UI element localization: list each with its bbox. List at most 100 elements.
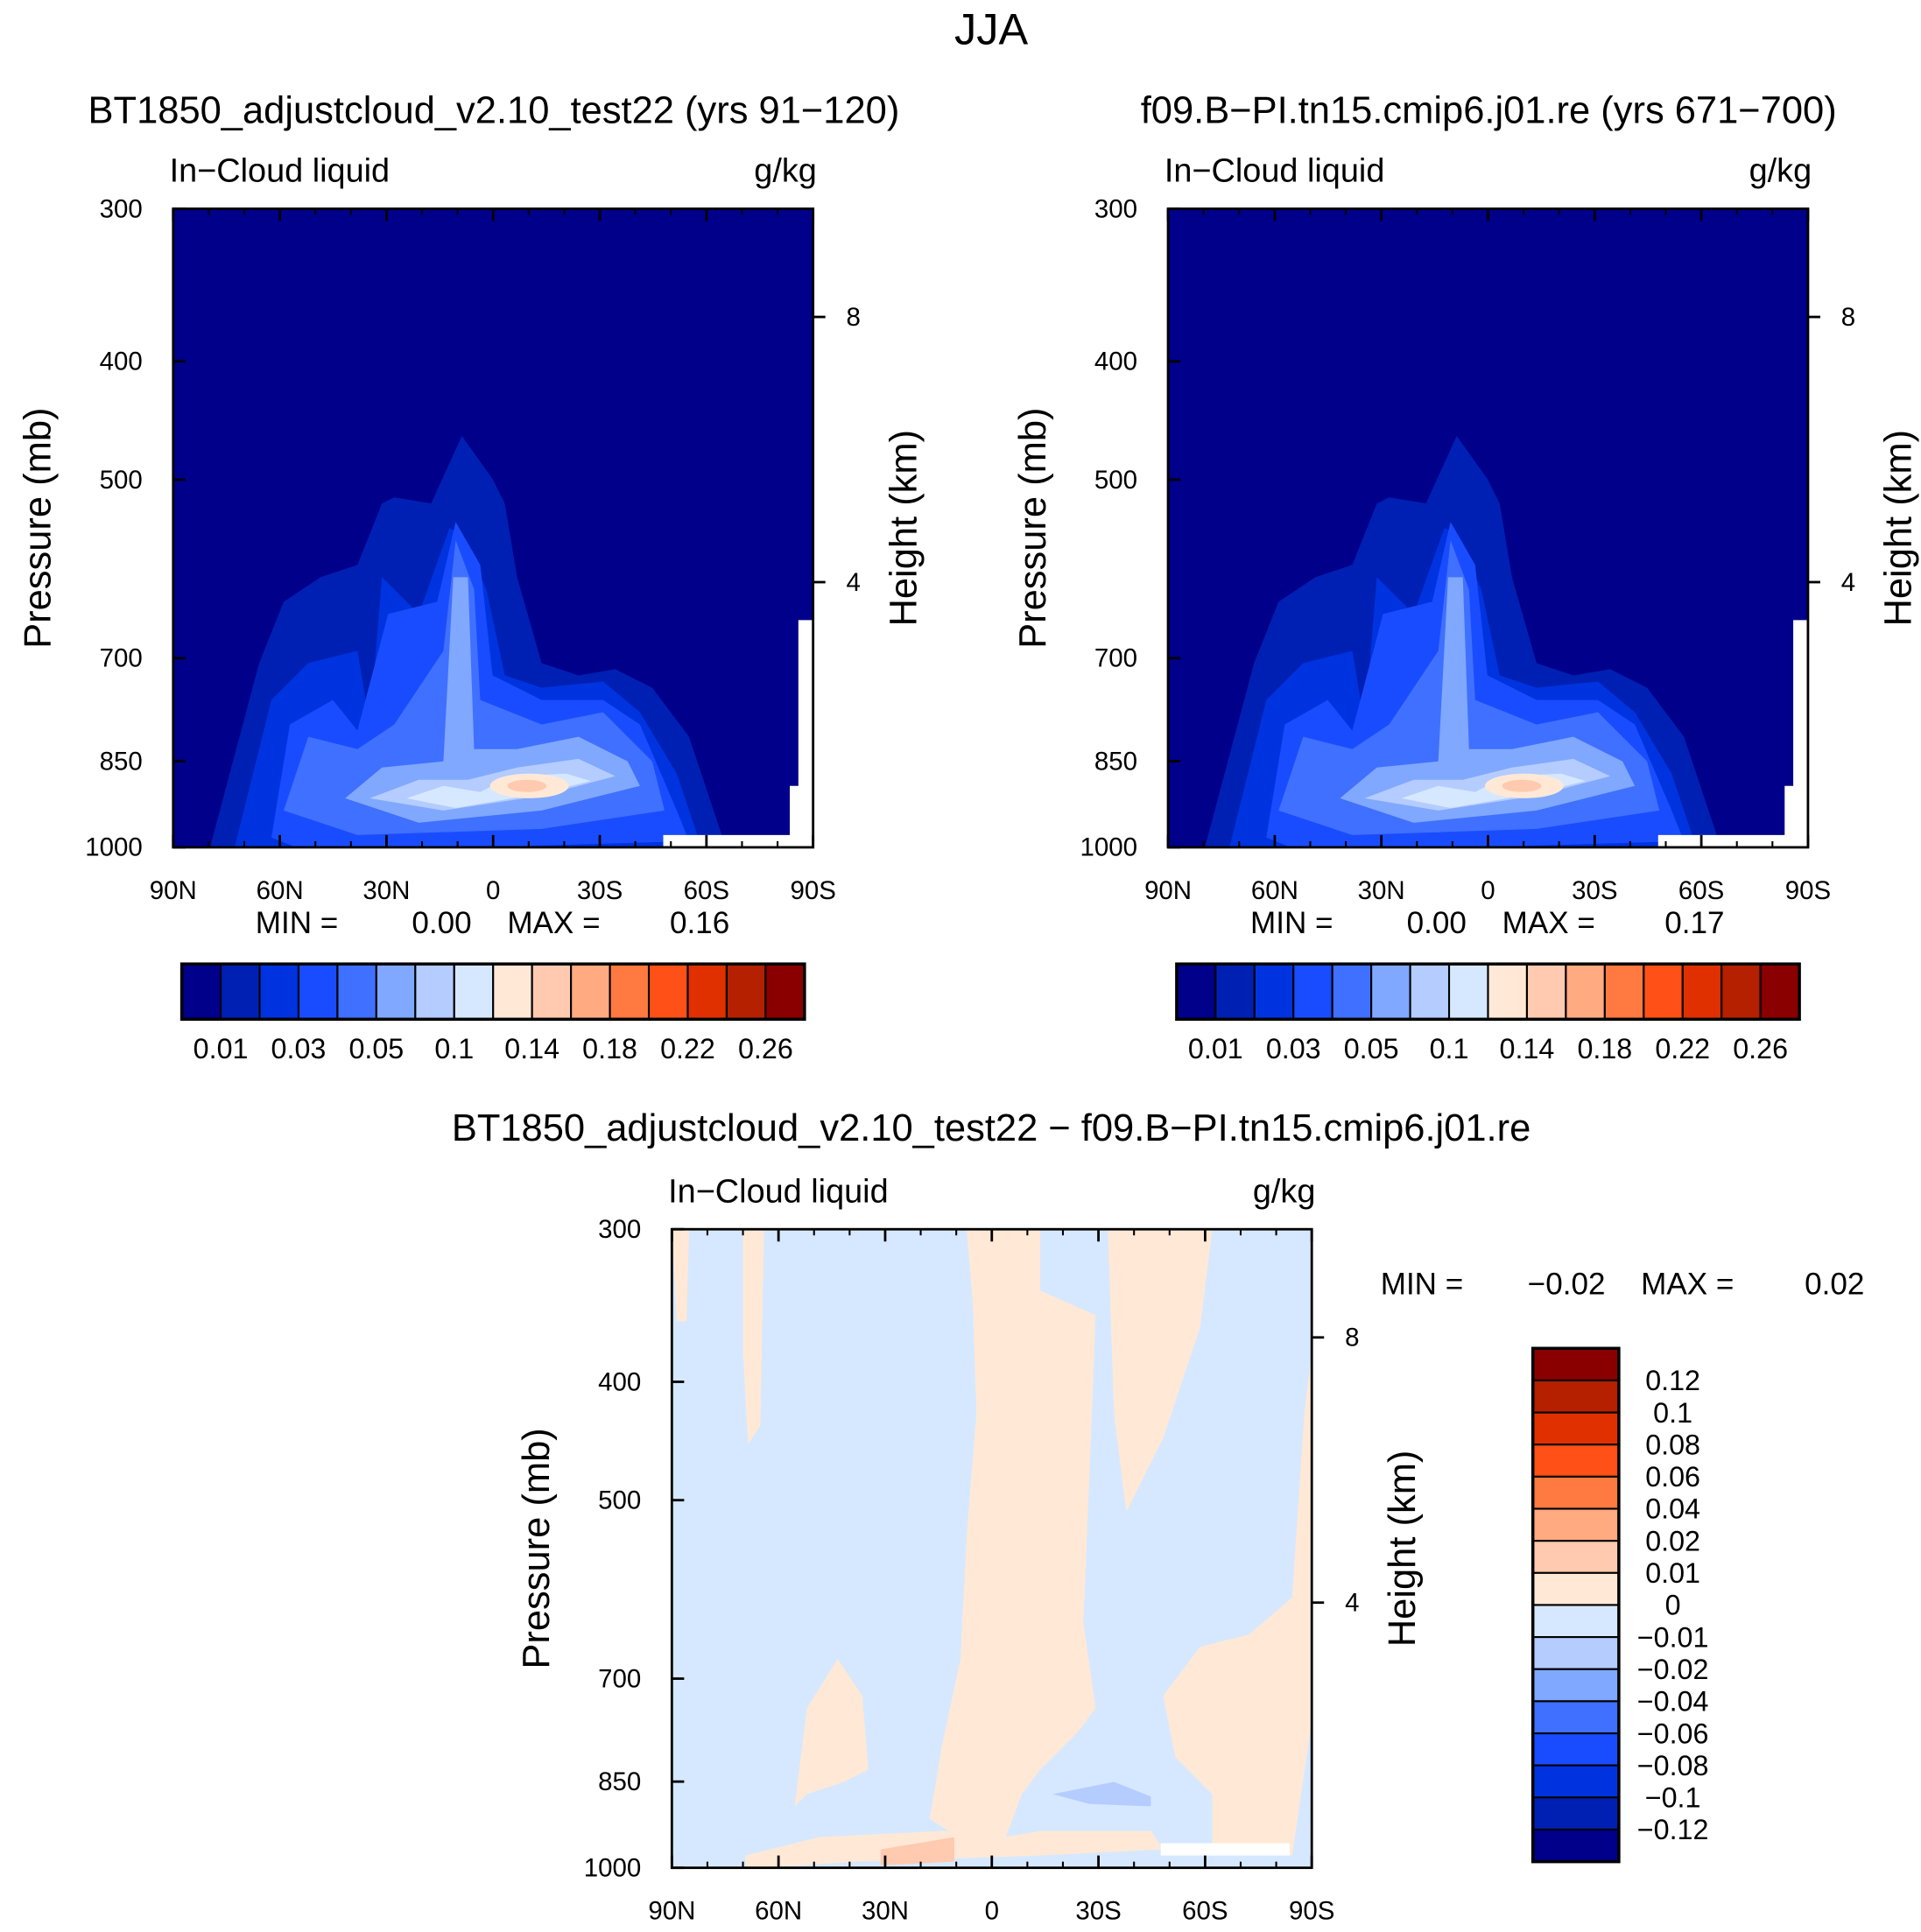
colorbar-box	[1759, 963, 1801, 1021]
colorbar-box	[1409, 963, 1451, 1021]
colorbar-label: 0.02	[1645, 1525, 1700, 1556]
panel-1-max-label: MAX =	[507, 906, 600, 940]
left-string: In−Cloud liquid	[668, 1173, 889, 1210]
missing-data-region	[1160, 1843, 1290, 1856]
pressure-tick-label: 500	[598, 1486, 641, 1515]
lat-tick-label: 30N	[362, 876, 410, 905]
y2-axis-label: Height (km)	[1878, 430, 1920, 627]
colorbar-label: 0.1	[1430, 1033, 1469, 1064]
colorbar-frame	[1530, 1346, 1621, 1864]
y-axis-label: Pressure (mb)	[1012, 408, 1054, 649]
height-tick-label: 8	[1345, 1324, 1359, 1352]
pressure-tick-label: 300	[598, 1215, 641, 1244]
contour-fill-1	[742, 1229, 764, 1444]
colorbar-label: 0.14	[504, 1033, 559, 1064]
pressure-tick-label: 1000	[1080, 833, 1137, 862]
panel-1-min-label: MIN =	[256, 906, 339, 940]
colorbar-label: 0.22	[660, 1033, 715, 1064]
panel-2-min-label: MIN =	[1250, 906, 1333, 940]
height-tick-label: 8	[1841, 303, 1855, 332]
colorbar-panel-3: 0.120.10.080.060.040.020.010−0.01−0.02−0…	[1530, 1346, 1709, 1864]
lat-tick-label: 90N	[150, 876, 197, 905]
colorbar-label: −0.02	[1637, 1654, 1709, 1685]
colorbar-box	[220, 963, 261, 1021]
panel-1: In−Cloud liquid g/kg 300 400 500 700 850 1000 8 4…	[18, 153, 925, 905]
contour-fill-level-9	[507, 779, 547, 792]
lat-tick-label: 30S	[1075, 1897, 1121, 1926]
colorbar-box	[531, 963, 573, 1021]
colorbar-label: 0.12	[1645, 1365, 1700, 1396]
colorbar-box	[1531, 1636, 1620, 1670]
pressure-tick-label: 500	[100, 466, 143, 495]
lat-tick-label: 60N	[1251, 876, 1298, 905]
colorbar-box	[686, 963, 728, 1021]
colorbar-label: 0.03	[1266, 1033, 1321, 1064]
contour-fill-2	[929, 1229, 1096, 1844]
colorbar-box	[1603, 963, 1645, 1021]
colorbar-box	[1531, 1379, 1620, 1414]
colorbar-label: −0.12	[1637, 1814, 1709, 1845]
colorbar-box	[1681, 963, 1723, 1021]
contour-fill-5	[794, 1659, 869, 1807]
right-string: g/kg	[1749, 153, 1812, 190]
colorbar-box	[1370, 963, 1411, 1021]
contour-fill-3	[1108, 1229, 1213, 1512]
right-string: g/kg	[1253, 1173, 1316, 1210]
colorbar-label: 0.06	[1645, 1461, 1700, 1493]
colorbar-label: −0.04	[1637, 1686, 1709, 1718]
lat-tick-label: 0	[486, 876, 500, 905]
colorbar-box	[1531, 1604, 1620, 1639]
colorbar-box	[1525, 963, 1567, 1021]
colorbar-box	[1531, 1764, 1620, 1799]
panel-2-title: f09.B−PI.tn15.cmip6.j01.re (yrs 671−700)	[1141, 89, 1837, 131]
colorbar-label: 0.1	[434, 1033, 474, 1064]
colorbar-label: 0.01	[194, 1033, 249, 1064]
panel-1-min-value: 0.00	[412, 906, 471, 940]
colorbar-label: 0.08	[1645, 1429, 1700, 1460]
colorbar-label: 0.1	[1653, 1397, 1692, 1429]
colorbar-box	[1447, 963, 1489, 1021]
colorbar-label: 0.22	[1655, 1033, 1710, 1064]
colorbar-label: 0.05	[348, 1033, 404, 1064]
colorbar-box	[1531, 1540, 1620, 1574]
right-string: g/kg	[754, 153, 817, 190]
panel-2-max-label: MAX =	[1502, 906, 1595, 940]
panel-3: In−Cloud liquid g/kg 300 400 500 700 850 1000 8 4…	[516, 1173, 1424, 1925]
contour-fill-7	[880, 1837, 954, 1865]
pressure-tick-label: 1000	[85, 833, 142, 862]
lat-tick-label: 60S	[1182, 1897, 1228, 1926]
colorbar-box	[1292, 963, 1333, 1021]
pressure-tick-label: 400	[1094, 348, 1137, 376]
colorbar-box	[1565, 963, 1606, 1021]
colorbar-box	[1331, 963, 1373, 1021]
colorbar-label: 0.01	[1188, 1033, 1243, 1064]
colorbar-frame	[179, 962, 806, 1022]
colorbar-box	[1531, 1700, 1620, 1735]
lat-tick-label: 60S	[1678, 876, 1724, 905]
colorbar-label: 0.01	[1645, 1557, 1700, 1589]
colorbar-label: 0.26	[738, 1033, 793, 1064]
colorbar-label: −0.01	[1637, 1621, 1709, 1653]
colorbar-label: 0.04	[1645, 1493, 1700, 1525]
colorbar-box	[764, 963, 806, 1021]
contour-fill-level-9	[1502, 779, 1542, 792]
lat-tick-label: 60N	[755, 1897, 802, 1926]
colorbar-box	[1175, 963, 1217, 1021]
colorbar-label: 0.18	[1577, 1033, 1632, 1064]
height-tick-label: 4	[847, 568, 861, 597]
height-tick-label: 4	[1841, 568, 1855, 597]
panel-3-contour-plot	[672, 1229, 1312, 1870]
colorbar-box	[725, 963, 767, 1021]
colorbar-box	[1531, 1668, 1620, 1703]
colorbar-box	[1531, 1411, 1620, 1446]
colorbar-box	[258, 963, 300, 1021]
lat-tick-label: 30N	[862, 1897, 909, 1926]
panel-3-min-label: MIN =	[1381, 1268, 1463, 1302]
contour-fill-8	[1052, 1781, 1151, 1807]
colorbar-box	[1531, 1444, 1620, 1478]
lat-tick-label: 90S	[1785, 876, 1831, 905]
panel-2-max-value: 0.17	[1664, 906, 1724, 940]
panel-1-title: BT1850_adjustcloud_v2.10_test22 (yrs 91−…	[88, 89, 900, 131]
